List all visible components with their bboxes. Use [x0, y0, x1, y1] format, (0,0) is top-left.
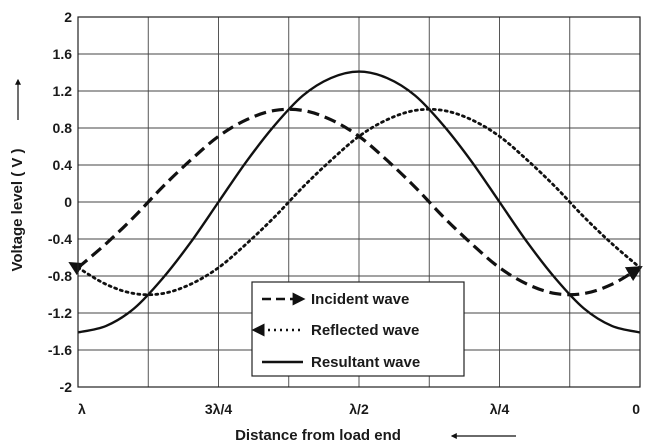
y-tick-label: 0	[64, 194, 72, 210]
y-axis-title-group: Voltage level ( V )	[9, 78, 26, 272]
y-tick-label: 1.6	[53, 46, 73, 62]
y-tick-label: 0.8	[53, 120, 73, 136]
y-tick-label: -0.4	[48, 231, 72, 247]
series-layer	[68, 70, 643, 334]
series-line-resultant-wave	[77, 70, 641, 334]
legend-label-incident: Incident wave	[311, 291, 409, 308]
y-tick-label: 0.4	[53, 157, 73, 173]
x-tick-label: λ/4	[490, 401, 510, 417]
series-line-reflected-wave	[68, 107, 642, 297]
y-tick-labels: 2 1.6 1.2 0.8 0.4 0 -0.4 -0.8 -1.2 -1.6 -2	[48, 9, 72, 395]
legend-label-reflected: Reflected wave	[311, 322, 419, 339]
x-tick-label: λ	[78, 401, 86, 417]
x-tick-label: 3λ/4	[205, 401, 232, 417]
y-axis-title: Voltage level ( V )	[9, 148, 26, 271]
legend-item-incident: Incident wave	[262, 291, 409, 308]
y-tick-label: 2	[64, 9, 72, 25]
legend-item-reflected: Reflected wave	[251, 322, 419, 339]
x-tick-label: λ/2	[349, 401, 369, 417]
x-tick-labels: λ 3λ/4 λ/2 λ/4 0	[78, 401, 640, 417]
legend-label-resultant: Resultant wave	[311, 354, 420, 371]
x-axis-title: Distance from load end	[235, 427, 401, 444]
x-tick-label: 0	[632, 401, 640, 417]
y-tick-label: -2	[60, 379, 73, 395]
y-tick-label: -0.8	[48, 268, 72, 284]
y-tick-label: -1.6	[48, 342, 72, 358]
y-tick-label: 1.2	[53, 83, 73, 99]
legend: Incident wave Reflected wave Resultant w…	[251, 281, 465, 377]
plot-frame	[77, 16, 641, 388]
x-axis-title-group: Distance from load end	[235, 427, 516, 444]
y-tick-label: -1.2	[48, 305, 72, 321]
legend-item-resultant: Resultant wave	[262, 354, 420, 371]
